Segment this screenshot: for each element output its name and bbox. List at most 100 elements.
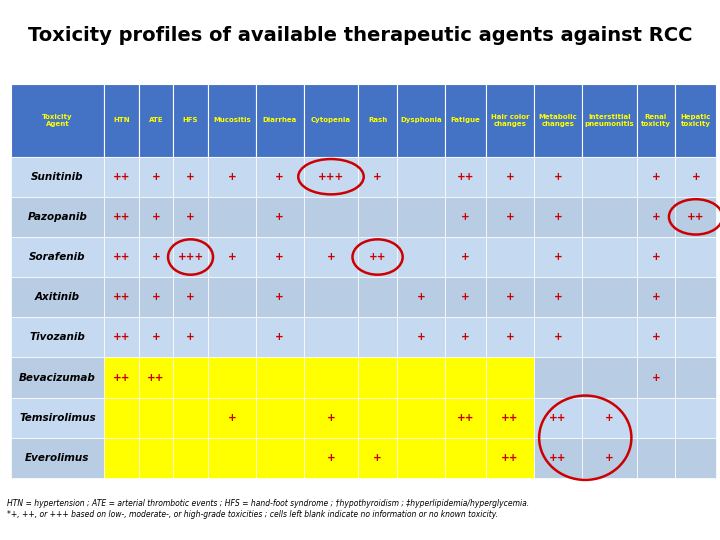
Bar [256,277,304,318]
Bar [104,438,139,478]
Bar [208,318,256,357]
Bar [486,397,534,438]
Bar [397,438,445,478]
Text: +: + [151,292,161,302]
Bar [11,277,104,318]
Bar [359,438,397,478]
Bar [445,397,486,438]
Bar [304,318,359,357]
Text: Sorafenib: Sorafenib [29,252,86,262]
Bar [397,157,445,197]
Bar [582,357,636,397]
Bar [675,438,716,478]
Text: +: + [461,252,470,262]
Bar [304,357,359,397]
Bar [534,397,582,438]
Bar [104,277,139,318]
Bar [11,357,104,397]
Bar [486,438,534,478]
Text: Dysphonia: Dysphonia [400,117,441,123]
Text: +: + [228,252,236,262]
Text: +: + [275,212,284,222]
Text: +: + [228,413,236,423]
Text: +: + [554,172,562,181]
Text: ++: ++ [501,413,519,423]
Text: +: + [691,172,700,181]
Bar [582,237,636,277]
Text: Temsirolimus: Temsirolimus [19,413,96,423]
Bar [675,357,716,397]
Bar [582,84,636,157]
Bar [104,197,139,237]
Bar [174,318,208,357]
Bar [208,237,256,277]
Text: +++: +++ [177,252,204,262]
Text: ++: ++ [112,292,130,302]
Text: +: + [505,172,514,181]
Bar [256,237,304,277]
Bar [104,318,139,357]
Bar [174,438,208,478]
Bar [256,357,304,397]
Text: +: + [605,453,613,463]
Bar [534,438,582,478]
Text: +: + [151,252,161,262]
Text: ++: ++ [112,212,130,222]
Bar [256,197,304,237]
Text: ++: ++ [687,212,704,222]
Bar [445,237,486,277]
Bar [675,237,716,277]
Text: Mucositis: Mucositis [213,117,251,123]
Text: Hair color
changes: Hair color changes [491,113,529,127]
Text: +: + [461,212,470,222]
Text: +: + [554,332,562,342]
Bar [208,438,256,478]
Bar [675,397,716,438]
Bar [208,277,256,318]
Bar [675,84,716,157]
Bar [582,277,636,318]
Bar [636,397,675,438]
Text: +: + [327,453,336,463]
Bar [397,318,445,357]
Bar [486,197,534,237]
Text: +: + [652,332,660,342]
Text: +: + [505,212,514,222]
Text: +: + [554,252,562,262]
Bar [636,157,675,197]
Text: +: + [275,252,284,262]
Text: +: + [605,413,613,423]
Text: +: + [228,172,236,181]
Bar [534,357,582,397]
Bar [256,84,304,157]
Text: +: + [275,292,284,302]
Text: +: + [373,172,382,181]
Bar [534,84,582,157]
Bar [534,197,582,237]
Text: Cytopenia: Cytopenia [311,117,351,123]
Bar [104,237,139,277]
Text: +: + [554,292,562,302]
Bar [486,318,534,357]
Bar [174,397,208,438]
Text: +: + [327,252,336,262]
Text: Toxicity profiles of available therapeutic agents against RCC: Toxicity profiles of available therapeut… [28,25,692,45]
Bar [675,318,716,357]
Text: Fatigue: Fatigue [451,117,480,123]
Text: ++: ++ [112,252,130,262]
Bar [534,318,582,357]
Bar [636,84,675,157]
Text: ++: ++ [112,172,130,181]
Bar [256,438,304,478]
Text: Sunitinib: Sunitinib [31,172,84,181]
Bar [174,277,208,318]
Bar [208,84,256,157]
Text: ++: ++ [369,252,387,262]
Bar [636,237,675,277]
Bar [139,438,174,478]
Text: Metabolic
changes: Metabolic changes [539,113,577,127]
Bar [11,197,104,237]
Bar [359,397,397,438]
Bar [445,157,486,197]
Text: Diarrhea: Diarrhea [263,117,297,123]
